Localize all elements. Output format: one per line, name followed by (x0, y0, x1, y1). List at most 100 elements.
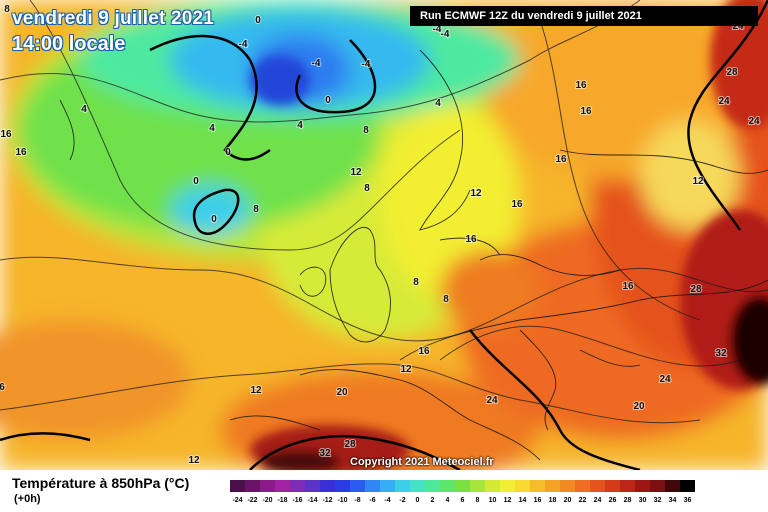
legend-swatch (605, 480, 620, 492)
legend-swatch (230, 480, 245, 492)
parameter-title: Température à 850hPa (°C) (12, 475, 190, 491)
legend-swatch (560, 480, 575, 492)
contour-label: 16 (465, 234, 477, 245)
contour-label: 8 (413, 277, 419, 288)
contour-label: 12 (188, 455, 200, 466)
forecast-hour: (+0h) (14, 493, 41, 505)
contour-label: 0 (325, 95, 331, 106)
legend-swatch (410, 480, 425, 492)
contour-label: 8 (364, 183, 370, 194)
legend-swatch (620, 480, 635, 492)
contour-label: 12 (350, 167, 362, 178)
legend-swatch (590, 480, 605, 492)
hot-core-shading (250, 0, 768, 470)
contour-label: 8 (363, 125, 369, 136)
legend-swatch (650, 480, 665, 492)
legend-tick-label: -20 (262, 497, 272, 504)
contour-label: 16 (580, 106, 592, 117)
legend-tick-label: -8 (354, 497, 360, 504)
bold-isotherms (0, 0, 768, 470)
legend-tick-label: -24 (232, 497, 242, 504)
contour-label: 16 (575, 80, 587, 91)
legend-footer: Température à 850hPa (°C) (+0h) -24 -22 -2… (0, 470, 768, 512)
legend-swatch (350, 480, 365, 492)
legend-tick-label: 18 (549, 497, 557, 504)
legend-tick-label: -2 (399, 497, 405, 504)
legend-tick-label: 12 (504, 497, 512, 504)
temperature-map: 80-4-4-40-4-4041616404840081281216161616… (0, 0, 768, 470)
contour-label: 28 (690, 284, 702, 295)
contour-label: 16 (622, 281, 634, 292)
contour-label: 24 (718, 96, 730, 107)
contour-label: -4 (433, 24, 442, 35)
legend-swatch (365, 480, 380, 492)
forecast-date: vendredi 9 juillet 2021 (12, 8, 215, 29)
legend-tick-label: 14 (519, 497, 527, 504)
contour-label: 0 (255, 15, 261, 26)
contour-label: 16 (511, 199, 523, 210)
legend-swatch (425, 480, 440, 492)
legend-swatch (260, 480, 275, 492)
contour-label: 12 (400, 364, 412, 375)
contour-label: 16 (15, 147, 27, 158)
contour-label: 24 (748, 116, 760, 127)
contour-label: 32 (319, 448, 331, 459)
contour-label: 24 (486, 395, 498, 406)
copyright-notice: Copyright 2021 Meteociel.fr (350, 456, 494, 468)
legend-swatch (545, 480, 560, 492)
legend-tick-label: 24 (594, 497, 602, 504)
legend-swatch (380, 480, 395, 492)
contour-label: 0 (193, 176, 199, 187)
contour-label: 16 (418, 346, 430, 357)
forecast-time: 14:00 locale (12, 33, 126, 55)
contour-label: -4 (362, 59, 371, 70)
contour-label: 8 (443, 294, 449, 305)
legend-swatch (530, 480, 545, 492)
contour-label: 28 (726, 67, 738, 78)
run-info: Run ECMWF 12Z du vendredi 9 juillet 2021 (410, 6, 758, 26)
legend-tick-label: 20 (564, 497, 572, 504)
contour-label: 6 (0, 382, 5, 393)
legend-swatch (680, 480, 695, 492)
legend-tick-label: -12 (322, 497, 332, 504)
legend-swatch (245, 480, 260, 492)
legend-tick-label: 6 (461, 497, 465, 504)
contour-label: -4 (441, 29, 450, 40)
legend-tick-label: 10 (489, 497, 497, 504)
contour-label: 0 (225, 147, 231, 158)
legend-swatch (290, 480, 305, 492)
legend-tick-label: 4 (446, 497, 450, 504)
legend-swatch (575, 480, 590, 492)
contour-label: 8 (4, 4, 10, 15)
legend-swatch (275, 480, 290, 492)
contour-label: 4 (81, 104, 87, 115)
legend-swatch (470, 480, 485, 492)
contour-label: 28 (344, 439, 356, 450)
contour-label: 20 (633, 401, 645, 412)
color-scale-legend: -24 -22 -20 -18 -16 -14 -12 -10 -8 -6 -4 -2 0 2 4 6 8 10 1… (230, 480, 695, 504)
legend-tick-label: 30 (639, 497, 647, 504)
contour-label: 32 (715, 348, 727, 359)
legend-swatch (395, 480, 410, 492)
contour-label: 4 (209, 123, 215, 134)
temperature-field: 80-4-4-40-4-4041616404840081281216161616… (0, 0, 768, 470)
legend-swatch (485, 480, 500, 492)
contour-label: 12 (250, 385, 262, 396)
legend-tick-label: 26 (609, 497, 617, 504)
legend-tick-label: 16 (534, 497, 542, 504)
legend-tick-label: 28 (624, 497, 632, 504)
contour-label: 16 (0, 129, 12, 140)
legend-swatch (665, 480, 680, 492)
legend-tick-label: -4 (384, 497, 390, 504)
legend-swatch (320, 480, 335, 492)
legend-swatch (635, 480, 650, 492)
legend-tick-label: -14 (307, 497, 317, 504)
legend-tick-label: 8 (476, 497, 480, 504)
legend-tick-label: 32 (654, 497, 662, 504)
legend-swatch (500, 480, 515, 492)
contour-label: 8 (253, 204, 259, 215)
contour-label: 0 (211, 214, 217, 225)
isotherm-lines (0, 0, 768, 424)
legend-swatch (455, 480, 470, 492)
contour-label: 12 (692, 176, 704, 187)
